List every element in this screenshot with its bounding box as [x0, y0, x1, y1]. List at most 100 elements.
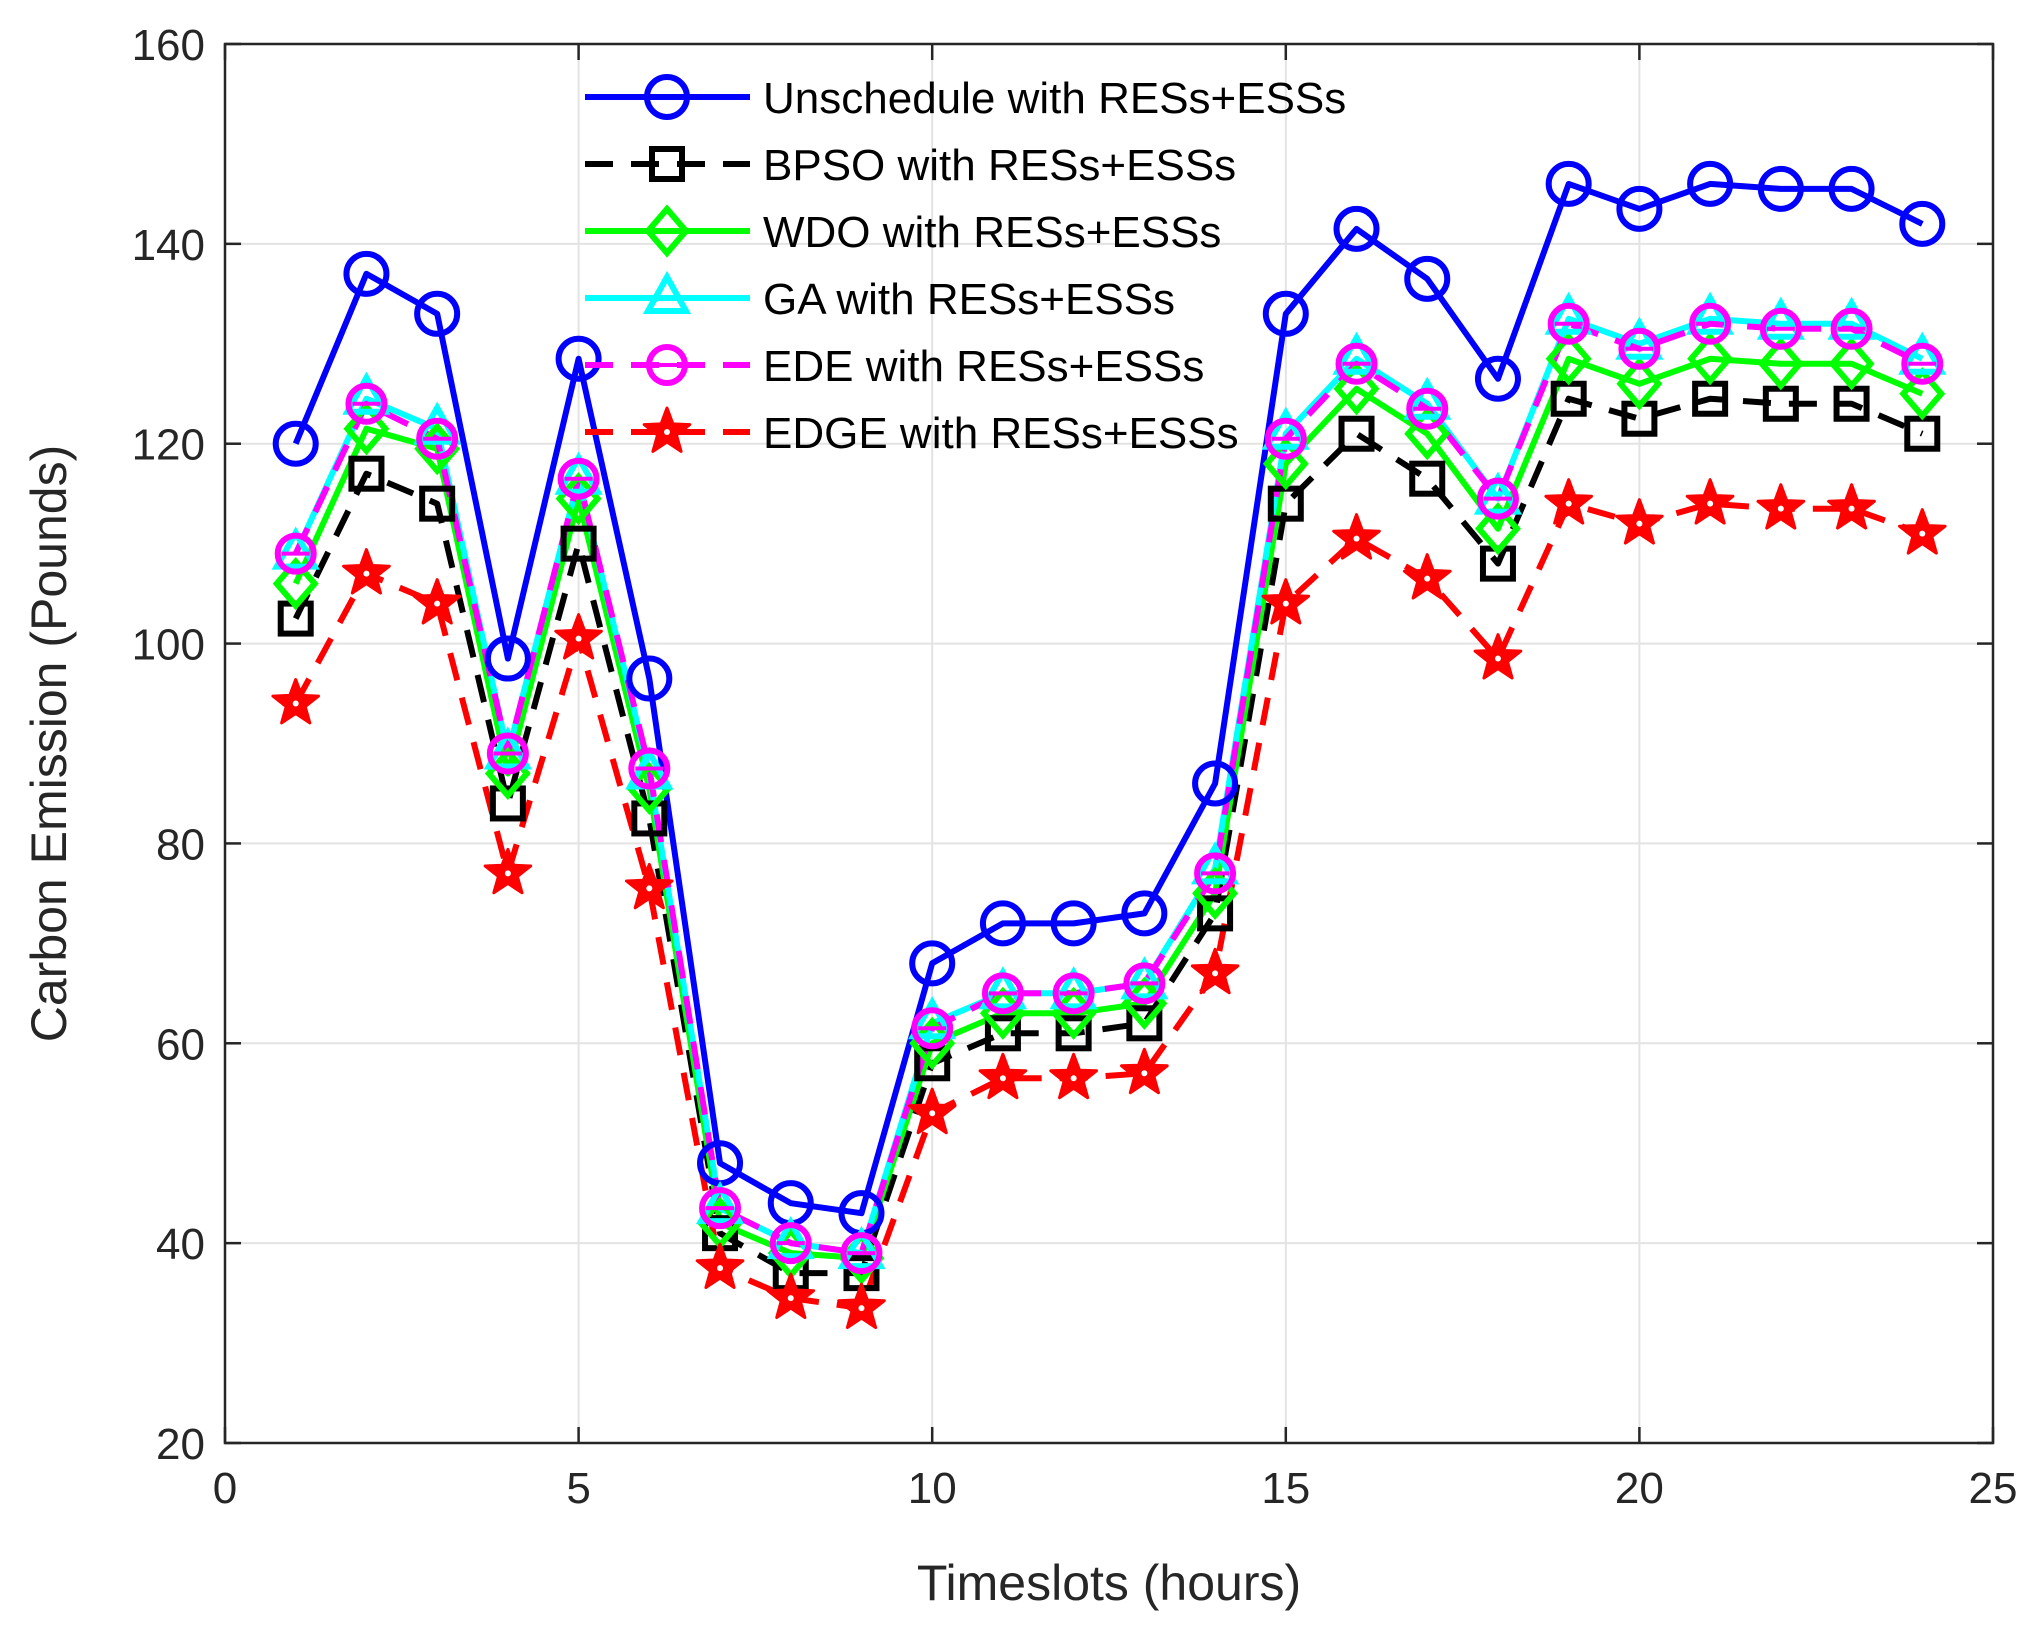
y-tick-label: 20	[156, 1420, 205, 1469]
data-point-ede	[628, 747, 671, 790]
data-point-edge-center	[1707, 500, 1714, 507]
data-point-ede	[345, 382, 388, 425]
data-point-ede	[1335, 342, 1378, 385]
data-point-ga	[1898, 331, 1947, 375]
data-point-wdo	[1828, 337, 1875, 391]
legend-label-ede: EDE with RESs+ESSs	[763, 342, 1204, 391]
y-tick-label: 120	[132, 421, 205, 470]
data-point-bpso	[1126, 1005, 1163, 1042]
data-point-ga	[554, 451, 603, 495]
data-point-ede	[557, 457, 600, 500]
data-point-edge-center	[929, 1110, 936, 1117]
y-tick-label: 80	[156, 820, 205, 869]
legend: Unschedule with RESs+ESSs BPSO with RESs+…	[585, 74, 1346, 458]
data-point-edge-center	[1636, 520, 1643, 527]
data-point-ede	[1830, 307, 1873, 350]
data-point-unschedule	[909, 940, 956, 987]
y-tick-label: 140	[132, 221, 205, 270]
legend-marker-wdo	[644, 204, 690, 258]
data-point-ga	[271, 526, 320, 570]
data-point-ede	[1759, 307, 1802, 350]
data-point-ede	[1689, 302, 1732, 345]
data-point-edge-center	[999, 1075, 1006, 1082]
data-point-bpso	[631, 800, 668, 837]
data-point-wdo	[272, 557, 319, 611]
series-line-bpso	[293, 395, 1924, 1277]
data-point-edge-center	[787, 1295, 794, 1302]
data-point-unschedule	[1474, 355, 1521, 402]
y-tick-label: 160	[132, 21, 205, 70]
data-point-ga	[1049, 966, 1098, 1010]
x-axis-title: Timeslots (hours)	[917, 1555, 1301, 1611]
data-point-unschedule	[1050, 900, 1097, 947]
data-point-bpso	[489, 785, 526, 822]
data-point-unschedule	[555, 335, 602, 382]
data-point-ga	[1615, 316, 1664, 360]
data-point-ga	[1403, 376, 1452, 420]
data-point-ede	[1194, 852, 1237, 895]
data-point-edge-center	[1848, 505, 1855, 512]
x-tick-label: 20	[1615, 1464, 1664, 1513]
data-point-edge-center	[1353, 535, 1360, 542]
y-tick-label: 60	[156, 1020, 205, 1069]
data-point-unschedule	[1899, 200, 1946, 247]
y-tick-label: 100	[132, 621, 205, 670]
data-point-unschedule	[1121, 890, 1168, 937]
data-point-ga	[695, 1181, 745, 1225]
legend-marker-ga	[642, 270, 692, 314]
data-point-edge-center	[1494, 655, 1501, 662]
data-point-edge-center	[858, 1305, 865, 1312]
x-tick-label: 25	[1969, 1464, 2018, 1513]
data-point-ede	[769, 1222, 812, 1265]
x-tick-label: 5	[566, 1464, 590, 1513]
data-point-wdo	[1404, 407, 1451, 461]
data-point-bpso	[348, 455, 385, 492]
data-point-edge-center	[1919, 530, 1926, 537]
data-point-ede	[1618, 327, 1661, 370]
legend-label-ga: GA with RESs+ESSs	[763, 275, 1175, 324]
data-point-wdo	[1616, 357, 1663, 411]
data-point-unschedule	[1687, 160, 1734, 207]
data-point-ede	[1547, 302, 1590, 345]
data-point-ga	[1827, 296, 1876, 340]
x-tick-label: 15	[1261, 1464, 1310, 1513]
data-point-ga	[766, 1215, 815, 1260]
data-point-bpso	[560, 525, 597, 562]
legend-marker-unschedule	[644, 74, 690, 120]
y-tick-label: 40	[156, 1220, 205, 1269]
data-point-unschedule	[1545, 160, 1592, 207]
legend-label-edge: EDGE with RESs+ESSs	[763, 409, 1239, 458]
data-point-edge-center	[363, 570, 370, 577]
data-point-edge-center	[1565, 500, 1572, 507]
data-point-ede	[1476, 477, 1519, 520]
plot-area-border	[223, 42, 1995, 1445]
data-point-ga	[342, 371, 391, 415]
data-point-edge-center	[1212, 970, 1219, 977]
data-point-edge-center	[717, 1265, 724, 1272]
data-point-wdo	[1545, 332, 1592, 386]
data-point-wdo	[1262, 437, 1309, 491]
data-point-unschedule	[484, 635, 531, 682]
data-point-edge-center	[1282, 600, 1289, 607]
data-point-edge-center	[1777, 505, 1784, 512]
x-tick-label: 10	[908, 1464, 957, 1513]
data-point-unschedule	[626, 655, 673, 702]
data-point-unschedule	[979, 900, 1026, 947]
data-point-ga	[1544, 291, 1593, 335]
data-point-ga	[1120, 956, 1169, 1000]
legend-label-unschedule: Unschedule with RESs+ESSs	[763, 74, 1346, 123]
data-point-ede	[274, 532, 317, 575]
data-point-edge-center	[292, 700, 299, 707]
data-point-unschedule	[1333, 205, 1380, 252]
series-line-unschedule	[292, 180, 1924, 1217]
data-point-wdo	[1899, 367, 1946, 421]
x-tick-label: 0	[213, 1464, 237, 1513]
data-point-ga	[1261, 406, 1310, 450]
data-point-unschedule	[1262, 290, 1309, 337]
data-point-ga	[978, 966, 1028, 1010]
data-point-bpso	[1409, 460, 1446, 497]
data-point-unschedule	[1828, 165, 1875, 212]
axis-ticks: 0 5 10 15 20 25 20 40 60 80 100 120 140 160	[132, 21, 2018, 1513]
data-point-ede	[416, 417, 459, 460]
